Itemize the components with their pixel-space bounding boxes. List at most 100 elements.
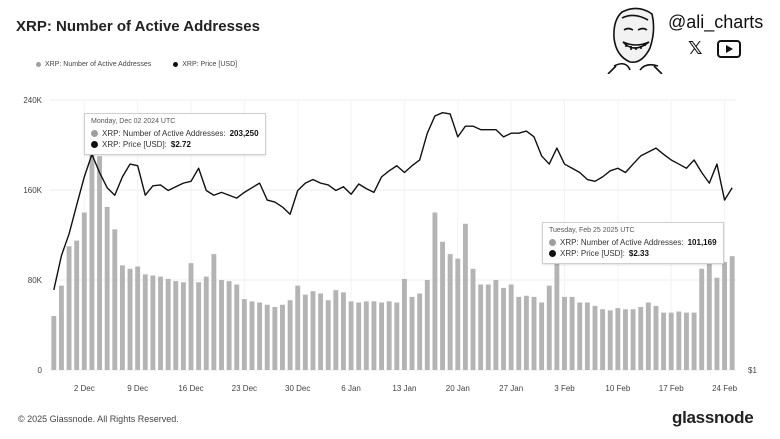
bar bbox=[462, 223, 468, 370]
tooltip-value-addresses: 101,169 bbox=[687, 238, 717, 247]
bar bbox=[318, 293, 324, 370]
copyright-notice: © 2025 Glassnode. All Rights Reserved. bbox=[18, 414, 179, 424]
bar bbox=[424, 280, 430, 370]
bar bbox=[409, 296, 415, 371]
bar bbox=[310, 291, 316, 370]
bar bbox=[89, 141, 95, 370]
x-tick-label: 30 Dec bbox=[285, 384, 310, 393]
x-tick-label: 27 Jan bbox=[499, 384, 523, 393]
tooltip-value-price: $2.33 bbox=[628, 249, 649, 258]
price-line bbox=[53, 111, 733, 291]
bar bbox=[173, 281, 179, 371]
bar bbox=[295, 285, 301, 371]
bar bbox=[569, 296, 575, 371]
x-tick-label: 24 Feb bbox=[712, 384, 737, 393]
bar bbox=[249, 301, 255, 371]
bar bbox=[523, 295, 529, 370]
legend-item-price[interactable]: XRP: Price [USD] bbox=[173, 61, 237, 68]
bar bbox=[74, 240, 80, 371]
legend-dot-price bbox=[173, 62, 179, 67]
x-tick-label: 17 Feb bbox=[659, 384, 684, 393]
x-tick-label: 23 Dec bbox=[232, 384, 257, 393]
bar bbox=[226, 281, 232, 371]
bar bbox=[127, 268, 133, 370]
bar bbox=[211, 254, 217, 371]
bar bbox=[112, 229, 118, 371]
bar bbox=[119, 265, 125, 371]
chart-title: XRP: Number of Active Addresses bbox=[16, 18, 260, 35]
tooltip-row-addresses: XRP: Number of Active Addresses: 101,169 bbox=[549, 237, 717, 248]
bar bbox=[584, 302, 590, 370]
bar bbox=[341, 292, 346, 371]
tooltip-label-price: XRP: Price [USD]: bbox=[102, 140, 167, 149]
bar bbox=[661, 312, 667, 371]
chart-legend: XRP: Number of Active Addresses XRP: Pri… bbox=[36, 61, 237, 68]
x-tick-label: 20 Jan bbox=[446, 384, 470, 393]
tooltip-value-addresses: 203,250 bbox=[229, 129, 259, 138]
bar bbox=[630, 309, 636, 370]
bar bbox=[638, 307, 644, 370]
bar bbox=[706, 263, 712, 371]
bar bbox=[501, 287, 506, 371]
bar bbox=[478, 284, 484, 370]
tooltip-value-price: $2.72 bbox=[170, 140, 191, 149]
x-tick-label: 2 Dec bbox=[74, 384, 95, 393]
bar bbox=[142, 274, 148, 371]
x-tick-label: 6 Jan bbox=[341, 384, 361, 393]
x-tick-label: 10 Feb bbox=[605, 384, 630, 393]
bar bbox=[577, 302, 583, 370]
bar bbox=[531, 296, 537, 371]
bar bbox=[104, 206, 110, 371]
bar bbox=[348, 301, 354, 371]
bar bbox=[600, 309, 606, 370]
bar bbox=[691, 312, 697, 371]
y-tick-label: 80K bbox=[28, 276, 43, 285]
tooltip-row-price: XRP: Price [USD]: $2.72 bbox=[91, 139, 259, 150]
bar bbox=[325, 300, 331, 370]
author-handle[interactable]: @ali_charts bbox=[668, 12, 764, 32]
y-tick-label: 160K bbox=[23, 186, 42, 195]
bar bbox=[150, 275, 156, 370]
bar bbox=[257, 302, 263, 370]
bar bbox=[386, 301, 392, 371]
legend-label-active-addresses: XRP: Number of Active Addresses bbox=[45, 61, 152, 68]
x-axis: 2 Dec 9 Dec 16 Dec 23 Dec 30 Dec 6 Jan 13 Jan 2… bbox=[74, 384, 738, 393]
bar bbox=[234, 284, 240, 370]
bar bbox=[356, 302, 362, 370]
bar bbox=[180, 282, 186, 370]
bar bbox=[493, 280, 499, 370]
tooltip-date: Tuesday, Feb 25 2025 UTC bbox=[549, 227, 635, 234]
bar bbox=[508, 284, 514, 370]
bar bbox=[81, 212, 87, 370]
bar bbox=[371, 301, 377, 371]
bar bbox=[287, 300, 293, 370]
bar bbox=[485, 284, 491, 370]
tooltip-dot-price bbox=[91, 141, 98, 148]
x-tick-label: 13 Jan bbox=[392, 384, 416, 393]
glassnode-logo[interactable]: glassnode bbox=[672, 408, 754, 427]
bar bbox=[516, 296, 522, 371]
line-series-price bbox=[53, 111, 733, 291]
bar bbox=[302, 294, 308, 371]
bar bbox=[203, 276, 209, 371]
bar bbox=[66, 246, 72, 370]
bar bbox=[668, 312, 674, 371]
x-icon[interactable]: 𝕏 bbox=[688, 38, 703, 58]
youtube-icon[interactable] bbox=[716, 39, 741, 58]
tooltip-label-price: XRP: Price [USD]: bbox=[560, 249, 625, 258]
bar bbox=[684, 312, 689, 371]
bar bbox=[333, 290, 339, 371]
tooltip-feb-25: Tuesday, Feb 25 2025 UTC XRP: Number of … bbox=[542, 222, 724, 264]
y-tick-label: 240K bbox=[23, 96, 42, 105]
tooltip-label-addresses: XRP: Number of Active Addresses: bbox=[102, 129, 226, 138]
bar bbox=[607, 310, 613, 371]
bar bbox=[417, 293, 423, 370]
bar bbox=[158, 276, 163, 371]
bar bbox=[562, 296, 567, 371]
legend-dot-active-addresses bbox=[36, 62, 41, 67]
bar bbox=[554, 240, 560, 371]
legend-item-active-addresses[interactable]: XRP: Number of Active Addresses bbox=[36, 61, 151, 68]
bar bbox=[58, 285, 64, 371]
x-tick-label: 9 Dec bbox=[127, 384, 148, 393]
y-axis-right: $1 bbox=[748, 366, 757, 375]
